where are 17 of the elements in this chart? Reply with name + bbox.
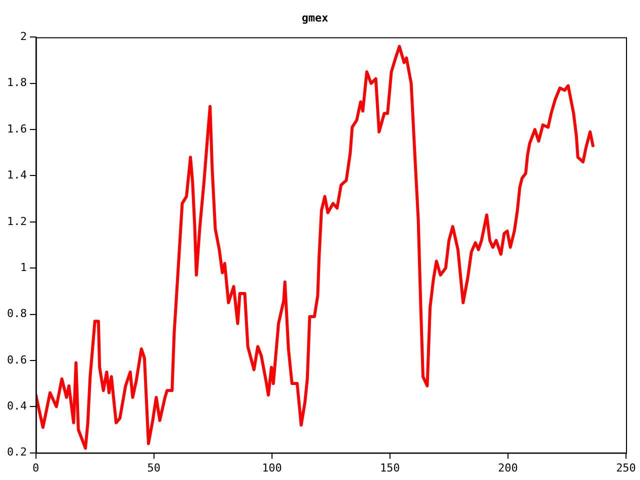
x-tick-label: 250 — [616, 461, 636, 474]
y-tick-label: 2 — [20, 30, 27, 44]
x-tick-label: 150 — [380, 461, 400, 474]
x-tick-label: 0 — [32, 461, 40, 474]
y-tick-label: 0.6 — [6, 353, 27, 366]
y-tick-label: 1.8 — [6, 76, 27, 90]
y-tick-label: 1 — [20, 260, 27, 274]
x-tick-label: 50 — [147, 461, 161, 474]
y-tick-label: 1.4 — [6, 168, 28, 182]
x-tick-label: 200 — [498, 461, 518, 474]
x-tick-label: 100 — [262, 461, 282, 474]
y-tick-label: 0.2 — [6, 446, 27, 459]
y-tick-label: 0.8 — [6, 307, 27, 320]
chart-title: gmex — [302, 11, 329, 24]
y-tick-label: 1.6 — [6, 122, 27, 136]
y-tick-label: 1.2 — [6, 214, 27, 228]
y-tick-label: 0.4 — [6, 399, 28, 412]
